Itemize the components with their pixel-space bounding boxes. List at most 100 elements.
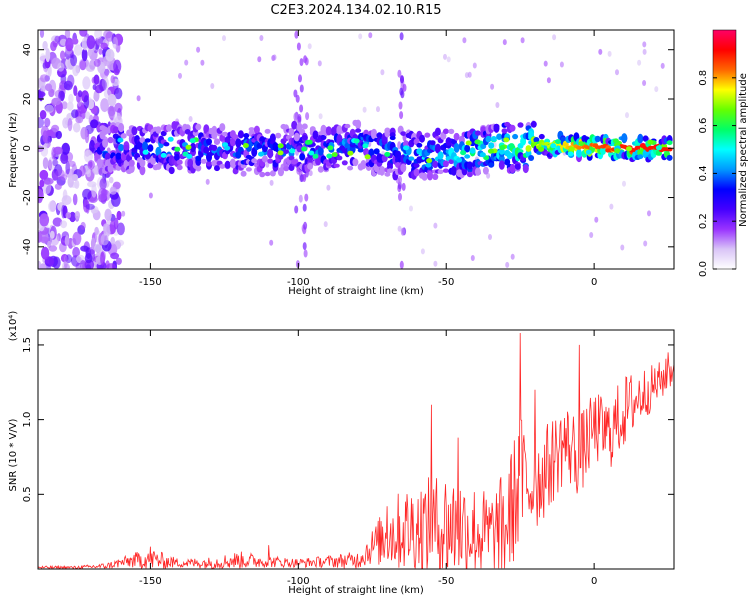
colorbar-ticks: 0.0 0.2 0.4 0.6 0.8 bbox=[698, 70, 736, 277]
snr-x-tick-label: -150 bbox=[139, 576, 162, 587]
heatmap-streak-cell bbox=[302, 242, 307, 251]
heatmap-ridge-cell bbox=[261, 155, 268, 163]
heatmap-ridge-cell bbox=[493, 123, 500, 133]
heatmap-noise-cell bbox=[75, 262, 81, 269]
heatmap-noise-cell bbox=[87, 160, 95, 170]
heatmap-ridge-cell bbox=[150, 156, 157, 165]
heatmap-bright-cell bbox=[568, 146, 575, 152]
heatmap-ridge-cell bbox=[413, 168, 420, 177]
heatmap-bright-cell bbox=[426, 158, 433, 164]
heatmap-streak-cell bbox=[303, 221, 308, 230]
heatmap-ridge-cell bbox=[355, 128, 362, 133]
heatmap-noise-cell bbox=[77, 90, 83, 98]
heatmap-noise-cell bbox=[44, 117, 51, 128]
heatmap-noise-cell bbox=[65, 37, 74, 52]
heatmap-noise-cell bbox=[67, 74, 75, 88]
heatmap-ridge-cell bbox=[387, 164, 393, 170]
snr-frame bbox=[37, 329, 675, 570]
snr-x-tick-label: 0 bbox=[591, 576, 597, 587]
heatmap-ridge-cell bbox=[275, 132, 282, 139]
heatmap-ridge-cell bbox=[512, 133, 519, 140]
heatmap-faint-cell bbox=[409, 205, 413, 212]
heatmap-faint-cell bbox=[269, 239, 274, 246]
heatmap-noise-cell bbox=[52, 217, 63, 227]
heatmap-ridge-cell bbox=[200, 158, 207, 164]
heatmap-ridge-cell bbox=[432, 173, 439, 180]
heatmap-bright-cell bbox=[578, 141, 585, 147]
heatmap-noise-cell bbox=[42, 40, 48, 51]
heatmap-ridge-cell bbox=[251, 158, 258, 164]
heatmap-faint-cell bbox=[559, 61, 564, 68]
heatmap-noise-cell bbox=[72, 246, 80, 258]
heatmap-bright-cell bbox=[186, 153, 193, 159]
heatmap-ridge-cell bbox=[621, 133, 628, 143]
heatmap-faint-cell bbox=[272, 54, 277, 61]
heatmap-ridge-cell bbox=[488, 142, 495, 149]
heatmap-noise-cell bbox=[84, 253, 93, 264]
heatmap-streak-cell bbox=[397, 141, 402, 150]
heatmap-ridge-cell bbox=[474, 167, 481, 176]
heatmap-ridge-cell bbox=[408, 156, 415, 161]
heatmap-noise-cell bbox=[38, 117, 45, 129]
heatmap-y-axis: -40 -20 0 20 40 bbox=[22, 43, 674, 255]
heatmap-ridge-cell bbox=[600, 146, 606, 155]
heatmap-ridge-cell bbox=[222, 131, 228, 137]
heatmap-noise-cell bbox=[79, 30, 88, 37]
heatmap-noise-cell bbox=[65, 212, 72, 219]
heatmap-ridge-cell bbox=[376, 132, 383, 139]
heatmap-ridge-cell bbox=[637, 133, 644, 144]
heatmap-noise-cell bbox=[52, 159, 59, 167]
heatmap-noise-cell bbox=[110, 236, 115, 245]
heatmap-faint-cell bbox=[607, 50, 612, 57]
heatmap-noise-cell bbox=[39, 213, 50, 227]
heatmap-streak-cell bbox=[304, 193, 309, 202]
heatmap-ridge-cell bbox=[389, 135, 396, 141]
figure-title: C2E3.2024.134.02.10.R15 bbox=[270, 3, 441, 18]
heatmap-x-axis: -150 -100 -50 0 bbox=[139, 30, 597, 288]
heatmap-noise-cell bbox=[99, 178, 107, 190]
heatmap-streak-cell bbox=[299, 104, 304, 113]
heatmap-noise-cell bbox=[70, 54, 78, 67]
heatmap-faint-cell bbox=[647, 210, 651, 217]
heatmap-noise-cell bbox=[53, 146, 63, 155]
heatmap-ridge-cell bbox=[416, 142, 423, 148]
heatmap-faint-cell bbox=[598, 48, 603, 55]
heatmap-noise-cell bbox=[89, 139, 96, 153]
heatmap-ridge-cell bbox=[288, 127, 295, 137]
heatmap-ridge-cell bbox=[424, 132, 431, 138]
heatmap-noise-cell bbox=[45, 129, 54, 137]
heatmap-faint-cell bbox=[368, 32, 373, 39]
heatmap-noise-cell bbox=[72, 193, 78, 206]
snr-x-label: Height of straight line (km) bbox=[288, 585, 424, 596]
heatmap-ridge-cell bbox=[336, 155, 343, 161]
heatmap-ridge-cell bbox=[450, 139, 457, 145]
heatmap-streak-cell bbox=[400, 75, 404, 84]
heatmap-ridge-cell bbox=[267, 158, 274, 164]
heatmap-noise-cell bbox=[106, 263, 116, 269]
heatmap-faint-cell bbox=[502, 39, 507, 46]
heatmap-ridge-cell bbox=[190, 142, 196, 153]
heatmap-faint-cell bbox=[210, 83, 215, 89]
heatmap-faint-cell bbox=[358, 33, 363, 40]
heatmap-ridge-cell bbox=[163, 142, 170, 147]
heatmap-noise-cell bbox=[61, 204, 66, 219]
heatmap-ridge-cell bbox=[517, 122, 524, 128]
colorbar-label: Normalized spectral amplitude bbox=[738, 73, 749, 227]
heatmap-noise-cell bbox=[100, 233, 110, 246]
heatmap-noise-cell bbox=[73, 85, 78, 97]
heatmap-noise-cell bbox=[72, 231, 82, 246]
heatmap-ridge-cell bbox=[147, 144, 154, 152]
heatmap-ridge-cell bbox=[291, 159, 298, 165]
heatmap-bright-cell bbox=[308, 150, 315, 156]
heatmap-faint-cell bbox=[397, 225, 402, 232]
heatmap-streak-cell bbox=[399, 260, 404, 269]
heatmap-ridge-cell bbox=[176, 159, 183, 165]
heatmap-noise-cell bbox=[79, 165, 86, 177]
heatmap-noise-cell bbox=[105, 31, 115, 42]
heatmap-bright-cell bbox=[425, 162, 432, 168]
heatmap-ridge-cell bbox=[139, 158, 146, 168]
heatmap-noise-cell bbox=[116, 210, 122, 221]
heatmap-faint-cell bbox=[552, 34, 557, 41]
heatmap-noise-cell bbox=[68, 160, 76, 167]
